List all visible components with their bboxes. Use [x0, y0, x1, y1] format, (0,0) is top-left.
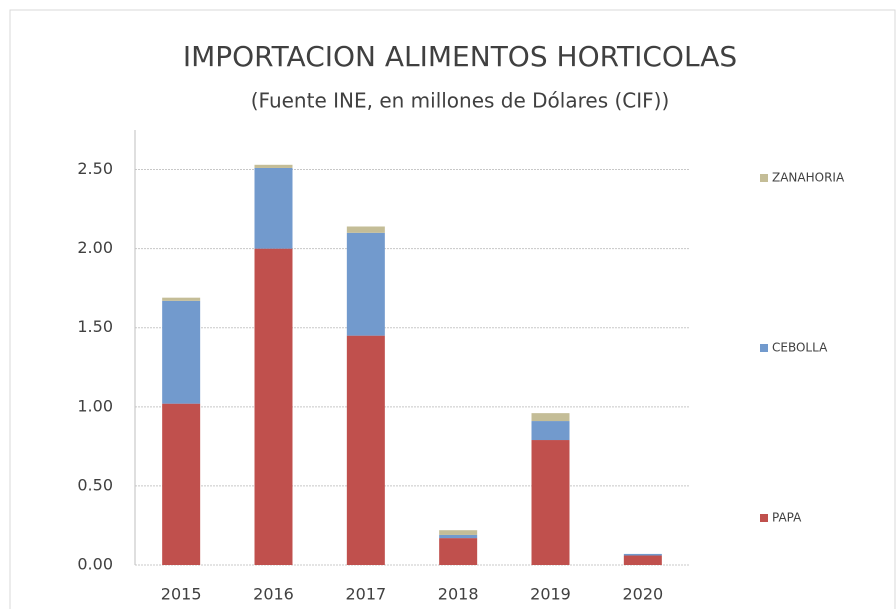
bar-segment [531, 421, 570, 441]
x-tick-label: 2019 [530, 585, 571, 604]
bar-segment [346, 226, 385, 233]
y-tick-label: 0.50 [77, 475, 113, 494]
y-tick-label: 2.00 [77, 238, 113, 257]
bar-segment [623, 553, 662, 556]
bar-segment [162, 403, 201, 565]
y-tick-label: 2.50 [77, 159, 113, 178]
chart-frame [9, 9, 896, 609]
bar-segment [346, 335, 385, 565]
x-tick-label: 2020 [622, 585, 663, 604]
legend-label: ZANAHORIA [772, 171, 845, 185]
bar-segment [346, 232, 385, 336]
chart-title: IMPORTACION ALIMENTOS HORTICOLAS [183, 40, 737, 73]
bar-segment [439, 530, 478, 535]
bar-segment [439, 538, 478, 565]
bar-segment [254, 167, 293, 249]
chart-subtitle: (Fuente INE, en millones de Dólares (CIF… [251, 89, 670, 113]
x-tick-label: 2015 [161, 585, 202, 604]
x-tick-label: 2018 [438, 585, 479, 604]
x-tick-label: 2016 [253, 585, 294, 604]
bar-segment [162, 297, 201, 301]
bar-segment [531, 413, 570, 422]
legend-swatch [760, 174, 768, 182]
y-tick-label: 0.00 [77, 555, 113, 574]
bar-segment [254, 164, 293, 168]
bar-segment [439, 534, 478, 539]
y-tick-label: 1.00 [77, 396, 113, 415]
x-tick-label: 2017 [345, 585, 386, 604]
legend-swatch [760, 344, 768, 352]
bar-segment [162, 300, 201, 404]
bar-segment [531, 440, 570, 565]
y-tick-label: 1.50 [77, 317, 113, 336]
legend-swatch [760, 514, 768, 522]
legend-label: PAPA [772, 511, 802, 525]
bar-segment [254, 248, 293, 566]
bar-segment [623, 555, 662, 565]
legend-label: CEBOLLA [772, 341, 828, 355]
